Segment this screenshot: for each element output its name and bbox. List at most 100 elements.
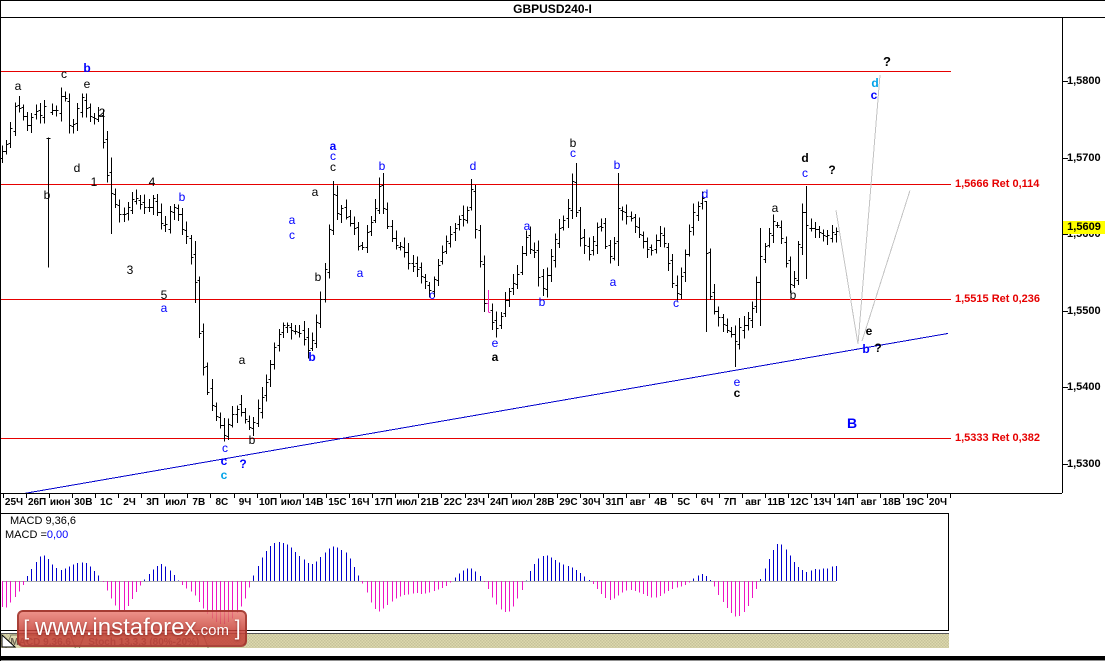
wave-label: a: [771, 201, 779, 215]
time-axis-label: 11В: [767, 497, 786, 508]
wave-label: ?: [828, 163, 836, 177]
price-axis-label: 1,5300: [1067, 457, 1101, 470]
retracement-label: 1,5515 Ret 0,236: [955, 293, 1041, 306]
time-axis-label: июл: [396, 497, 418, 508]
time-axis-label: 7В: [192, 497, 206, 508]
wave-label: b: [248, 433, 256, 447]
macd-value-label: MACD =0,00: [5, 529, 69, 541]
strip-marker-triangle: [1, 633, 17, 648]
price-axis-label: 1,5700: [1067, 151, 1101, 164]
time-axis-label: 22С: [443, 497, 463, 508]
time-axis-label: 8С: [215, 497, 229, 508]
time-axis-label: 14П: [836, 497, 855, 508]
time-axis-label: 26П: [27, 497, 47, 508]
wave-label: ?: [883, 54, 891, 69]
wave-label: d: [701, 187, 709, 201]
wave-label: 2: [98, 106, 106, 120]
macd-indicator-label: MACD 9,36,6: [10, 515, 77, 527]
wave-label: c: [289, 228, 295, 242]
wave-label: B: [846, 415, 858, 431]
wave-label: c: [733, 386, 741, 400]
wave-label: a: [288, 213, 296, 227]
wave-label: a: [238, 353, 246, 367]
wave-label: a: [523, 219, 531, 233]
time-axis-label: июл: [511, 497, 533, 508]
wave-label: b: [178, 190, 186, 204]
time-axis-label: 4В: [654, 497, 668, 508]
wave-label: c: [61, 67, 67, 81]
wave-label: b: [83, 61, 91, 75]
wave-label: b: [308, 350, 316, 364]
time-axis-label: 12С: [790, 497, 809, 508]
time-axis-label: 14В: [305, 497, 324, 508]
wave-label: b: [538, 295, 546, 309]
wave-label: 4: [148, 175, 156, 189]
bottom-border: [0, 656, 1105, 660]
wave-label: c: [870, 88, 878, 102]
time-axis-label: авг: [860, 497, 877, 508]
wave-label: c: [220, 468, 228, 482]
retracement-label: 1,5666 Ret 0,114: [955, 177, 1040, 190]
wave-label: c: [802, 166, 808, 180]
wave-label: e: [83, 77, 91, 91]
wave-label: c: [570, 146, 576, 160]
time-axis-label: 1С: [99, 497, 113, 508]
wave-label: a: [329, 139, 337, 153]
time-axis-label: 24П: [489, 497, 509, 508]
time-axis-label: 3П: [146, 497, 159, 508]
forecast-line: [861, 190, 911, 342]
wave-label: 3: [126, 263, 134, 277]
wave-label: c: [429, 288, 435, 302]
wave-label: b: [569, 136, 577, 150]
wave-label: b: [43, 188, 51, 202]
forecast-line: [835, 210, 859, 345]
wave-label: d: [801, 151, 809, 165]
time-axis-label: авг: [629, 497, 646, 508]
macd-value: 0,00: [46, 529, 69, 541]
time-axis-label: 25Ч: [4, 497, 24, 508]
wave-label: c: [220, 454, 228, 468]
time-axis-label: 23Ч: [466, 497, 486, 508]
chart-title: GBPUSD240-I: [513, 2, 592, 16]
left-border: [0, 0, 1, 661]
instaforex-watermark: [ www.instaforex.com ]: [17, 610, 247, 647]
price-axis-label: 1,5400: [1067, 381, 1101, 393]
time-axis-label: 9Ч: [238, 497, 252, 508]
price-axis-label: 1,5800: [1067, 75, 1101, 87]
time-axis-label: 13Ч: [813, 497, 832, 508]
time-axis-label: авг: [745, 497, 762, 508]
wave-label: b: [314, 270, 322, 284]
time-axis-label: 10П: [258, 497, 278, 508]
time-axis-label: 16Ч: [351, 497, 370, 508]
retracement-label: 1,5333 Ret 0,382: [955, 432, 1041, 445]
title-bar: GBPUSD240-I: [0, 0, 1105, 18]
forecast-line: [857, 74, 881, 345]
time-axis-label: июл: [280, 497, 302, 508]
wave-label: a: [491, 350, 499, 364]
wave-label: b: [613, 158, 621, 172]
time-axis-label: 31П: [605, 497, 624, 508]
time-axis-label: 29С: [559, 497, 578, 508]
wave-label: b: [378, 159, 386, 173]
wave-label: b: [789, 288, 797, 302]
wave-label: c: [330, 149, 336, 163]
wave-label: a: [609, 275, 617, 289]
time-axis-label: 15С: [328, 497, 347, 508]
time-axis-label: 18В: [882, 497, 901, 508]
time-axis-label: 30В: [74, 497, 93, 508]
price-chart: [0, 18, 1068, 498]
time-axis-label: 20Ч: [928, 497, 948, 508]
wave-label: 5: [160, 288, 168, 302]
time-axis-label: июл: [165, 497, 187, 508]
time-axis-label: 19С: [905, 497, 925, 508]
wave-label: c: [222, 441, 228, 455]
time-axis-label: 7П: [723, 497, 737, 508]
trendline: [24, 332, 949, 494]
wave-label: d: [73, 161, 81, 175]
time-axis-label: 2Ч: [123, 497, 136, 508]
wave-label: a: [160, 301, 168, 315]
wave-label: c: [673, 296, 679, 310]
time-axis-label: 6Ч: [700, 497, 714, 508]
wave-label: b: [862, 342, 870, 356]
